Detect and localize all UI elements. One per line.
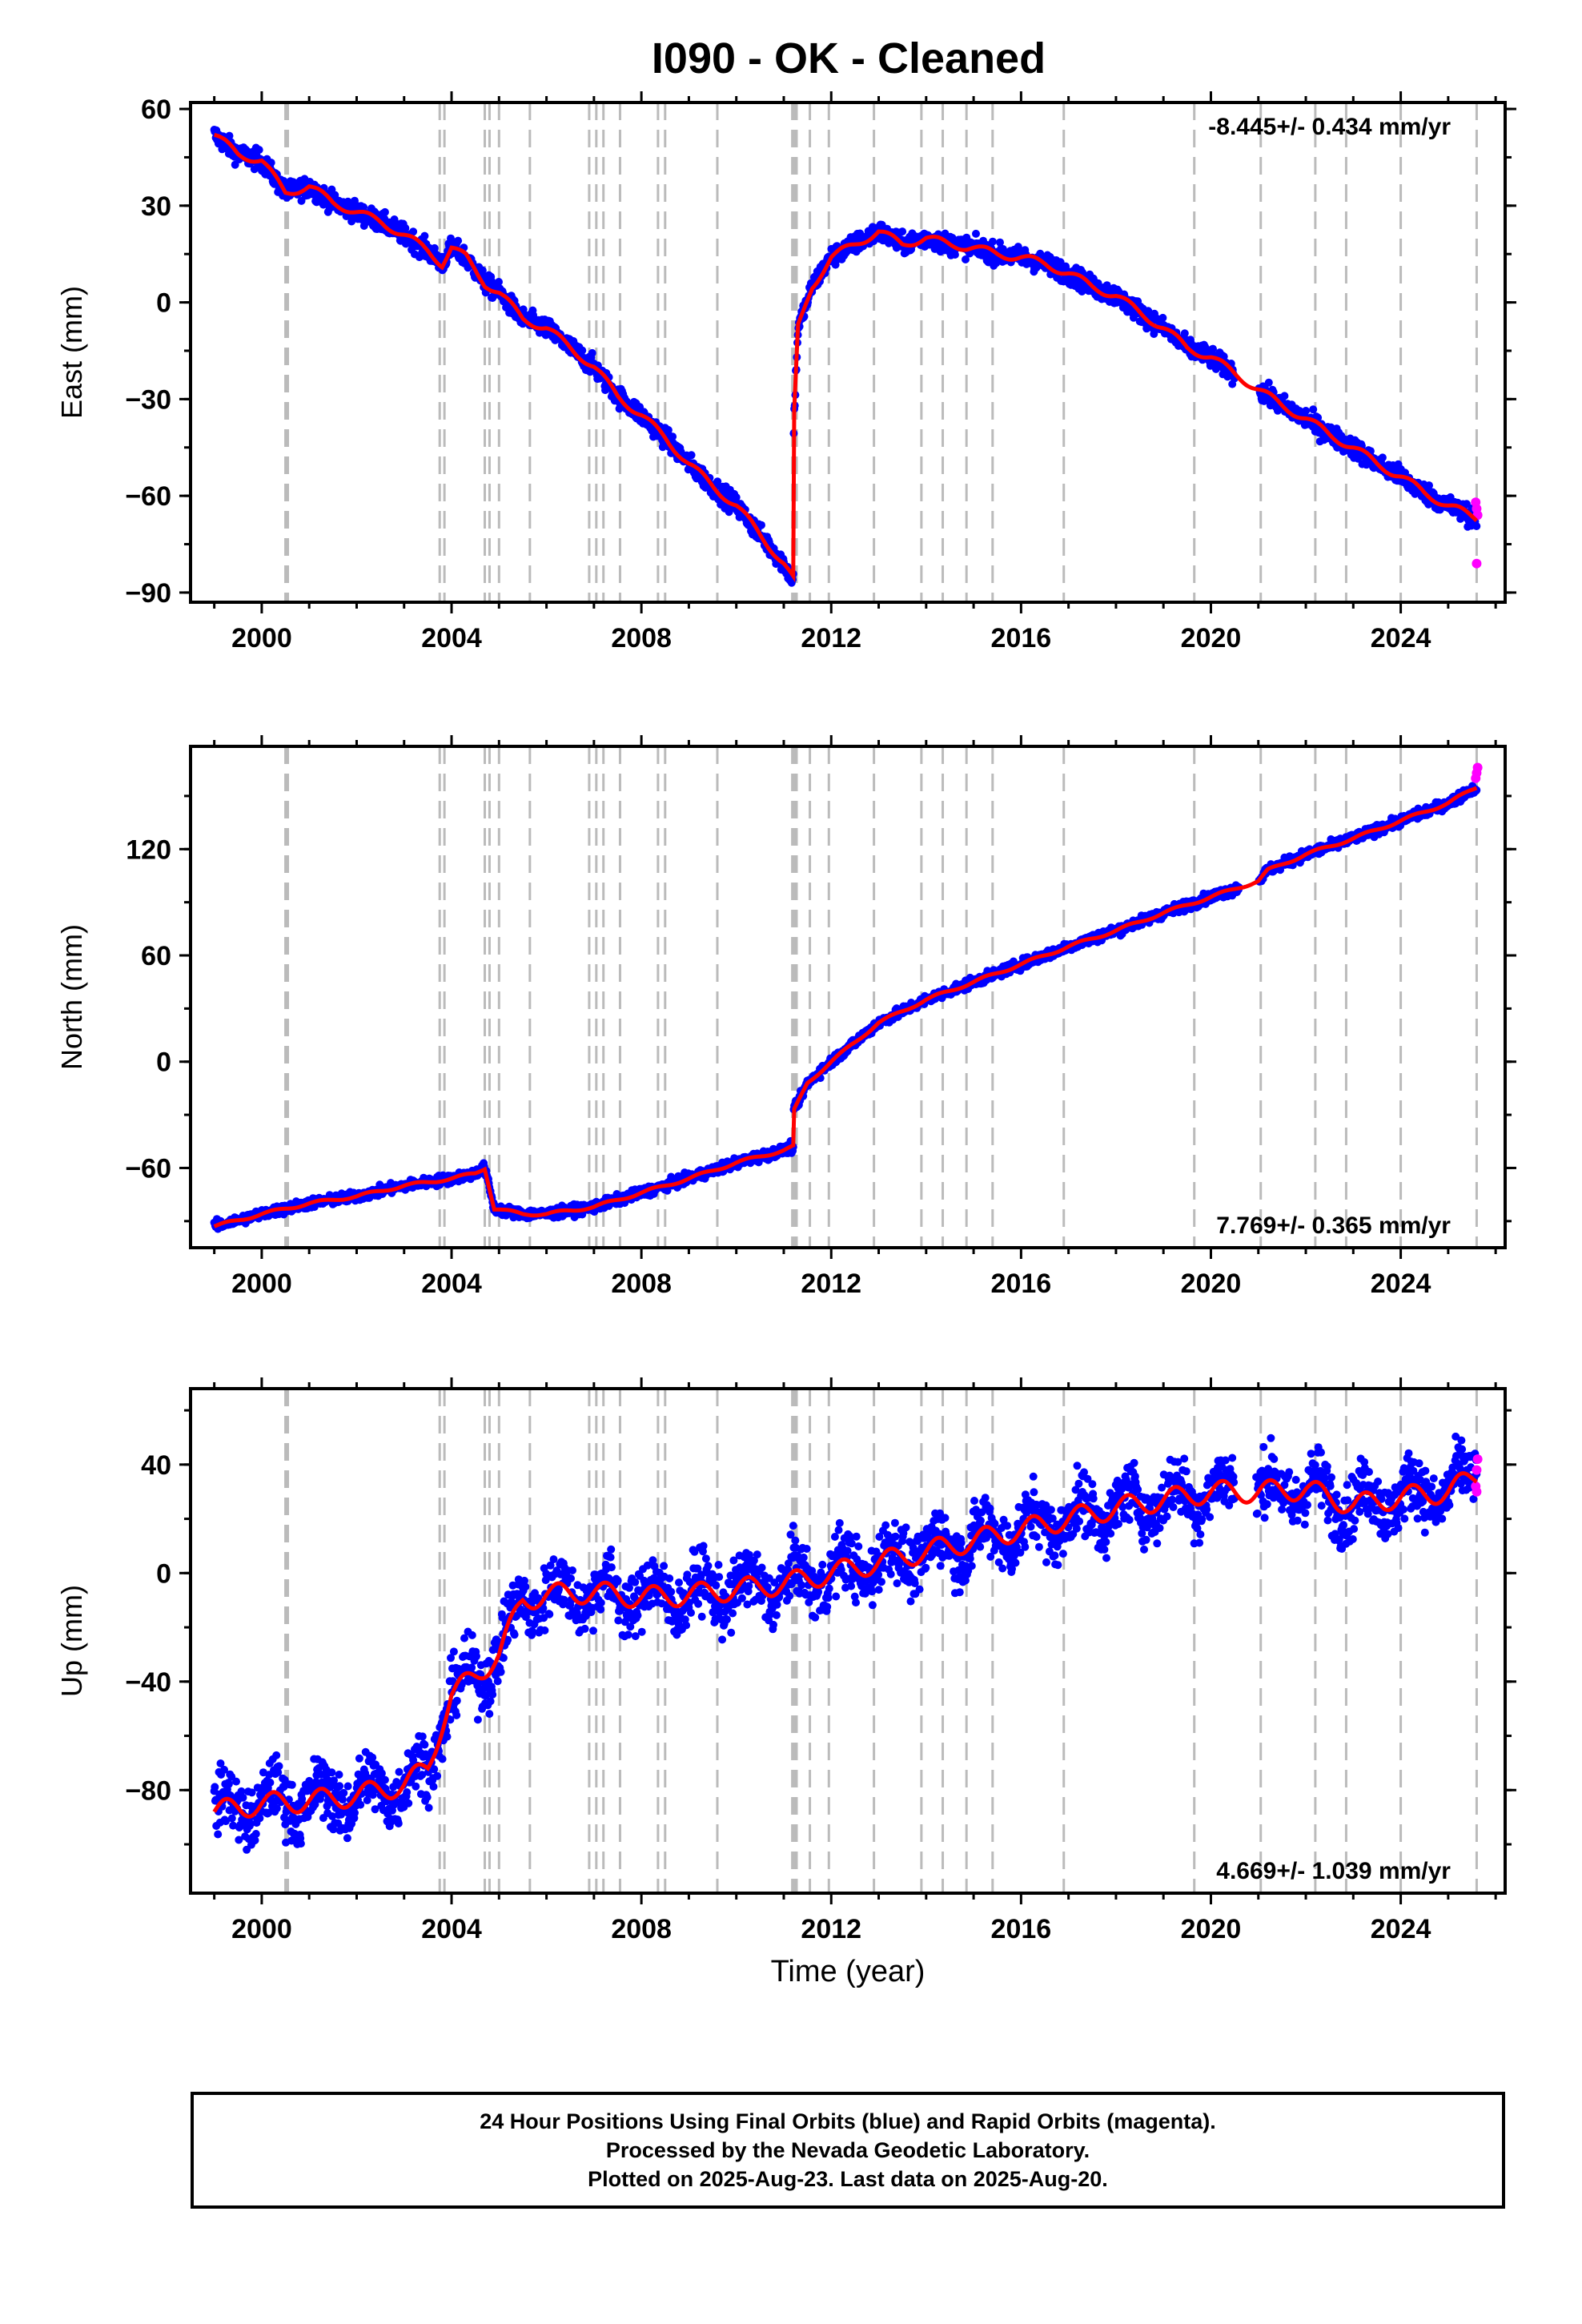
final-point xyxy=(430,243,439,252)
final-point xyxy=(962,255,970,263)
final-point xyxy=(898,227,907,236)
final-point xyxy=(1219,352,1228,361)
plots-canvas: 2000 2004 2008 2012 2016 2020 2024 60 30 0 −30 −60 −… xyxy=(55,91,1516,1988)
rapid-point xyxy=(1472,762,1483,773)
final-point xyxy=(713,477,722,486)
final-point xyxy=(401,223,410,232)
y-axis-label: East (mm) xyxy=(55,286,88,419)
final-point xyxy=(1472,522,1481,530)
final-point xyxy=(1378,453,1387,462)
final-point xyxy=(687,451,696,460)
final-points-east xyxy=(210,126,1483,587)
final-point xyxy=(1309,405,1318,414)
model-line-east xyxy=(213,132,1479,583)
final-point xyxy=(669,432,677,441)
x-tick-label: 2024 xyxy=(1371,623,1431,653)
final-point xyxy=(380,207,389,216)
final-point xyxy=(1264,378,1273,387)
y-tick-label: −30 xyxy=(125,384,171,415)
panel-north: 2000 2004 2008 2012 2016 2020 2024120600−60Nor… xyxy=(55,735,1516,1299)
final-point xyxy=(1425,481,1433,490)
final-point xyxy=(1180,329,1189,338)
x-tick-label: 2020 xyxy=(1181,623,1242,653)
final-point xyxy=(588,348,596,357)
final-point xyxy=(1209,344,1217,353)
final-point xyxy=(454,236,463,245)
y-tick-label: 60 xyxy=(141,94,171,125)
final-point xyxy=(996,238,1004,247)
final-point xyxy=(972,229,980,238)
final-point xyxy=(225,131,234,140)
rapid-point xyxy=(1472,558,1482,569)
final-point xyxy=(255,146,263,155)
x-tick-label: 2008 xyxy=(611,623,672,653)
y-tick-label: −90 xyxy=(125,578,171,609)
final-point xyxy=(1158,313,1167,322)
final-point xyxy=(578,346,587,355)
y-tick-label: −60 xyxy=(125,481,171,512)
x-tick-label: 2000 xyxy=(231,623,292,653)
plot-title: I090 - OK - Cleaned xyxy=(651,34,1046,82)
plot-frame xyxy=(189,101,1507,604)
x-tick-label: 2016 xyxy=(991,623,1052,653)
final-point xyxy=(988,237,997,246)
panel-east: 2000 2004 2008 2012 2016 2020 2024 60 30 0 −30 −60 −… xyxy=(55,91,1516,653)
final-points-north xyxy=(210,762,1483,1233)
y-tick-label: 0 xyxy=(156,288,171,319)
final-point xyxy=(948,234,957,242)
y-tick-label: 30 xyxy=(141,191,171,222)
final-point xyxy=(409,227,418,236)
final-point xyxy=(478,266,487,275)
x-tick-label: 2004 xyxy=(421,623,482,653)
plot-frame xyxy=(189,745,1507,1249)
final-point xyxy=(420,231,429,240)
x-tick-label: 2012 xyxy=(801,623,861,653)
final-point xyxy=(1302,407,1311,415)
final-point xyxy=(1014,243,1022,251)
final-point xyxy=(664,426,673,434)
final-point xyxy=(757,521,765,529)
final-point xyxy=(950,251,959,259)
final-point xyxy=(1280,392,1289,400)
model-line-north xyxy=(213,786,1478,1228)
rate-label: -8.445+/- 0.434 mm/yr xyxy=(1208,114,1451,140)
final-point xyxy=(495,278,503,286)
